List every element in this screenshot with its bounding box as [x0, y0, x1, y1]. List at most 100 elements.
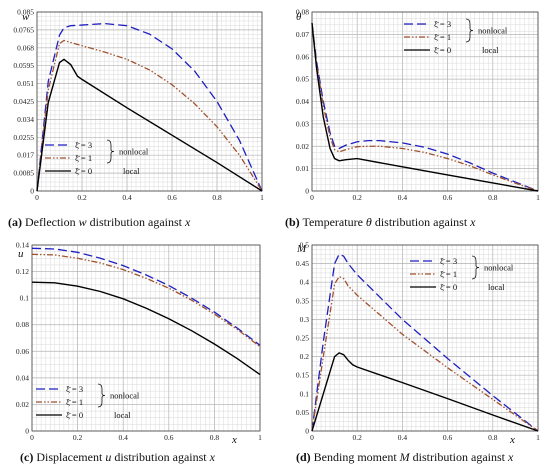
y-tick-label: 0 — [305, 187, 309, 196]
x-tick-label: 0.6 — [443, 433, 453, 442]
legend-label: ξ̄ = 1 — [66, 397, 83, 407]
x-tick-label: 0.2 — [73, 433, 83, 442]
x-tick-label: 1 — [258, 433, 262, 442]
x-tick-label: 0.2 — [77, 193, 87, 202]
caption-part: Deflection — [22, 215, 79, 229]
caption-part: x — [469, 215, 476, 229]
series-line — [311, 275, 539, 432]
series-line — [311, 23, 539, 192]
caption-part: θ — [366, 215, 372, 229]
y-tick-label: 0.4 — [300, 278, 310, 287]
caption-part: x — [209, 450, 216, 464]
legend-label: ξ̄ = 0 — [440, 282, 457, 292]
y-tick-label: 0.051 — [17, 79, 34, 88]
plot-frame — [311, 11, 539, 192]
y-tick-label: 0 — [25, 427, 29, 436]
y-tick-label: 0.068 — [17, 43, 34, 52]
y-tick-label: 0.14 — [16, 241, 29, 250]
caption-part: x — [507, 450, 514, 464]
legend-label: ξ̄ = 1 — [440, 269, 457, 279]
y-tick-label: 0.15 — [296, 371, 309, 380]
legend-brace — [465, 18, 474, 43]
legend-local-label: local — [488, 282, 505, 292]
legend-label: ξ̄ = 0 — [434, 45, 451, 55]
y-tick-label: 0.5 — [300, 241, 310, 250]
panel-a: 0 0.2 0.4 0.6 0.8 1 0 0.0085 0.017 0.0255 0.034 0.0… — [8, 8, 264, 230]
y-tick-label: 0.02 — [16, 400, 29, 409]
caption-part: distribution against — [410, 450, 508, 464]
y-axis-label: M — [296, 243, 307, 255]
y-tick-label: 0.2 — [300, 352, 310, 361]
x-tick-label: 1 — [536, 193, 540, 202]
y-tick-label: 0.04 — [16, 373, 29, 382]
y-tick-label: 0.25 — [296, 334, 309, 343]
x-tick-label: 1 — [260, 193, 264, 202]
y-tick-label: 0.0255 — [13, 133, 34, 142]
y-tick-label: 0.06 — [296, 52, 309, 61]
y-tick-label: 0.03 — [296, 119, 309, 128]
y-tick-label: 0.01 — [296, 164, 309, 173]
panel-caption: (d) Bending moment M distribution agains… — [296, 450, 514, 464]
caption-part: (b) — [285, 215, 300, 229]
y-tick-label: 0.05 — [296, 408, 309, 417]
x-tick-label: 0 — [310, 193, 314, 202]
x-tick-label: 0.8 — [212, 193, 222, 202]
y-tick-label: 0.0425 — [13, 97, 34, 106]
y-tick-label: 0.1 — [20, 294, 30, 303]
y-tick-label: 0.45 — [296, 259, 309, 268]
plot-frame — [31, 244, 261, 432]
x-tick-label: 0.4 — [119, 433, 129, 442]
legend-label: ξ̄ = 3 — [440, 256, 457, 266]
caption-part: (a) — [8, 215, 22, 229]
y-tick-label: 0 — [305, 427, 309, 436]
y-axis-label: w — [22, 11, 30, 23]
panel-d: 0 0.2 0.4 0.6 0.8 1 0 0.05 0.1 0.15 0.2 0.25 0.3 0.35… — [296, 241, 540, 465]
legend-brace — [97, 383, 106, 408]
caption-part: (c) — [20, 450, 33, 464]
y-tick-label: 0.08 — [296, 8, 309, 17]
x-tick-label: 0 — [35, 193, 39, 202]
y-tick-label: 0.04 — [296, 97, 309, 106]
series-line — [31, 247, 261, 346]
caption-part: distribution against — [111, 450, 209, 464]
x-tick-label: 1 — [536, 433, 540, 442]
caption-part: w — [79, 215, 87, 229]
y-tick-label: 0.0765 — [13, 25, 34, 34]
panel-caption: (c) Displacement u distribution against … — [20, 450, 216, 464]
y-tick-label: 0.06 — [16, 347, 29, 356]
panel-caption: (a) Deflection w distribution against x — [8, 215, 191, 229]
plot-frame — [36, 11, 263, 192]
legend: ξ̄ = 3 ξ̄ = 1 ξ̄ = 0 nonlocal local — [404, 18, 508, 55]
x-tick-label: 0.8 — [488, 433, 498, 442]
caption-part: u — [105, 450, 111, 464]
caption-part: (d) — [296, 450, 311, 464]
panel-b: 0 0.2 0.4 0.6 0.8 1 0 0.01 0.02 0.03 0.04 0.05 0.06 0… — [285, 8, 540, 230]
y-tick-label: 0.1 — [300, 389, 310, 398]
x-tick-label: 0.6 — [164, 433, 174, 442]
panel-c: 0 0.2 0.4 0.6 0.8 1 0 0.02 0.04 0.06 0.08 0.1 0.12 0.… — [16, 241, 262, 465]
series-line — [311, 23, 539, 192]
x-tick-label: 0.4 — [398, 433, 408, 442]
y-tick-label: 0.08 — [16, 320, 29, 329]
x-axis-label: x — [509, 434, 515, 446]
legend-label: ξ̄ = 3 — [75, 140, 92, 150]
caption-part: M — [399, 450, 411, 464]
series-line — [31, 253, 261, 348]
y-tick-label: 0.07 — [296, 30, 309, 39]
legend-brace — [106, 139, 115, 164]
legend-label: ξ̄ = 0 — [75, 166, 92, 176]
y-tick-label: 0.017 — [17, 151, 34, 160]
x-tick-label: 0.2 — [353, 193, 363, 202]
legend-label: ξ̄ = 0 — [66, 410, 83, 420]
legend-local-label: local — [114, 410, 131, 420]
legend-label: ξ̄ = 1 — [434, 32, 451, 42]
legend-nonlocal-label: nonlocal — [484, 263, 514, 273]
caption-part: Displacement — [33, 450, 105, 464]
series-line — [36, 22, 263, 192]
legend-nonlocal-label: nonlocal — [110, 391, 140, 401]
caption-part: distribution against — [87, 215, 185, 229]
legend: ξ̄ = 3 ξ̄ = 1 ξ̄ = 0 nonlocal local — [45, 139, 149, 176]
y-axis-label: u — [18, 248, 24, 260]
y-tick-label: 0.085 — [17, 8, 34, 17]
